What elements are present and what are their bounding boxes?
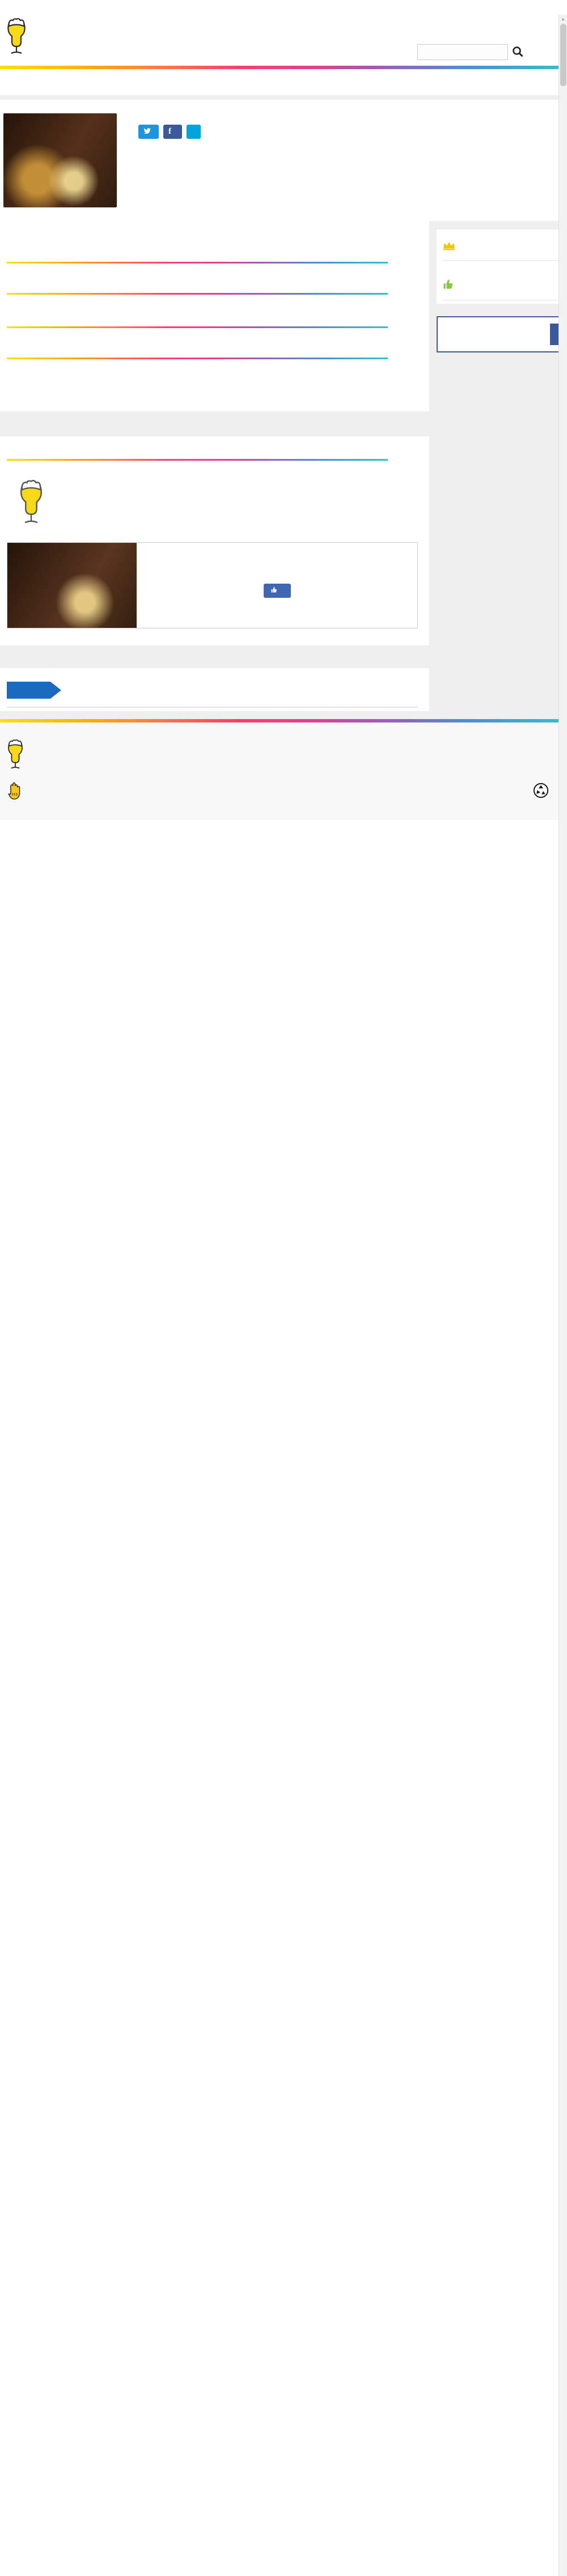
writer-card (0, 436, 429, 645)
search-button[interactable] (508, 44, 527, 60)
site-header (0, 14, 567, 66)
footer-beer-glass-icon (5, 739, 26, 773)
article-header: f (0, 100, 567, 221)
facebook-check-box[interactable]: f (437, 316, 567, 352)
footer-logo[interactable] (5, 736, 186, 773)
like-thumb-icon (270, 586, 277, 595)
facebook-icon: f (168, 127, 171, 136)
rainbow-divider (0, 66, 567, 69)
featured-heading-row (442, 275, 567, 300)
browser-url (0, 0, 567, 14)
twitter-icon (143, 127, 151, 136)
survey2-heading (7, 320, 390, 328)
footer-rainbow-divider (0, 719, 567, 722)
check-badge (7, 682, 61, 699)
crown-icon (442, 241, 456, 253)
related-articles (0, 668, 429, 711)
article-thumbnail (3, 113, 117, 207)
thumbs-up-icon (442, 279, 454, 293)
site-logo[interactable] (3, 18, 32, 58)
search-icon (512, 46, 523, 59)
facebook-share-button[interactable]: f (163, 125, 182, 139)
scrollbar-up-arrow[interactable]: ▲ (561, 16, 565, 22)
breadcrumb (0, 69, 567, 95)
like-box (7, 542, 418, 628)
hatena-bookmark-button[interactable] (187, 125, 201, 139)
article-body (0, 221, 429, 411)
ranking-heading-row (442, 237, 567, 261)
like-box-image (7, 543, 137, 628)
copyright (5, 803, 567, 820)
tweet-button[interactable] (138, 125, 159, 139)
survey1-heading (7, 255, 390, 263)
stop-hand-icon (7, 781, 23, 803)
survey2-sub-heading (7, 351, 390, 359)
writer-avatar (7, 480, 56, 525)
vertical-scrollbar[interactable]: ▲ (558, 15, 567, 2576)
site-footer (0, 722, 567, 820)
recycle-icon (533, 783, 549, 801)
search-input[interactable] (417, 44, 508, 60)
scrollbar-thumb[interactable] (560, 24, 566, 86)
sidebar: f (437, 229, 567, 352)
writer-heading (7, 452, 418, 461)
beer-glass-icon (3, 18, 29, 58)
survey1-sub-heading (7, 286, 390, 295)
facebook-like-button[interactable] (263, 583, 291, 598)
